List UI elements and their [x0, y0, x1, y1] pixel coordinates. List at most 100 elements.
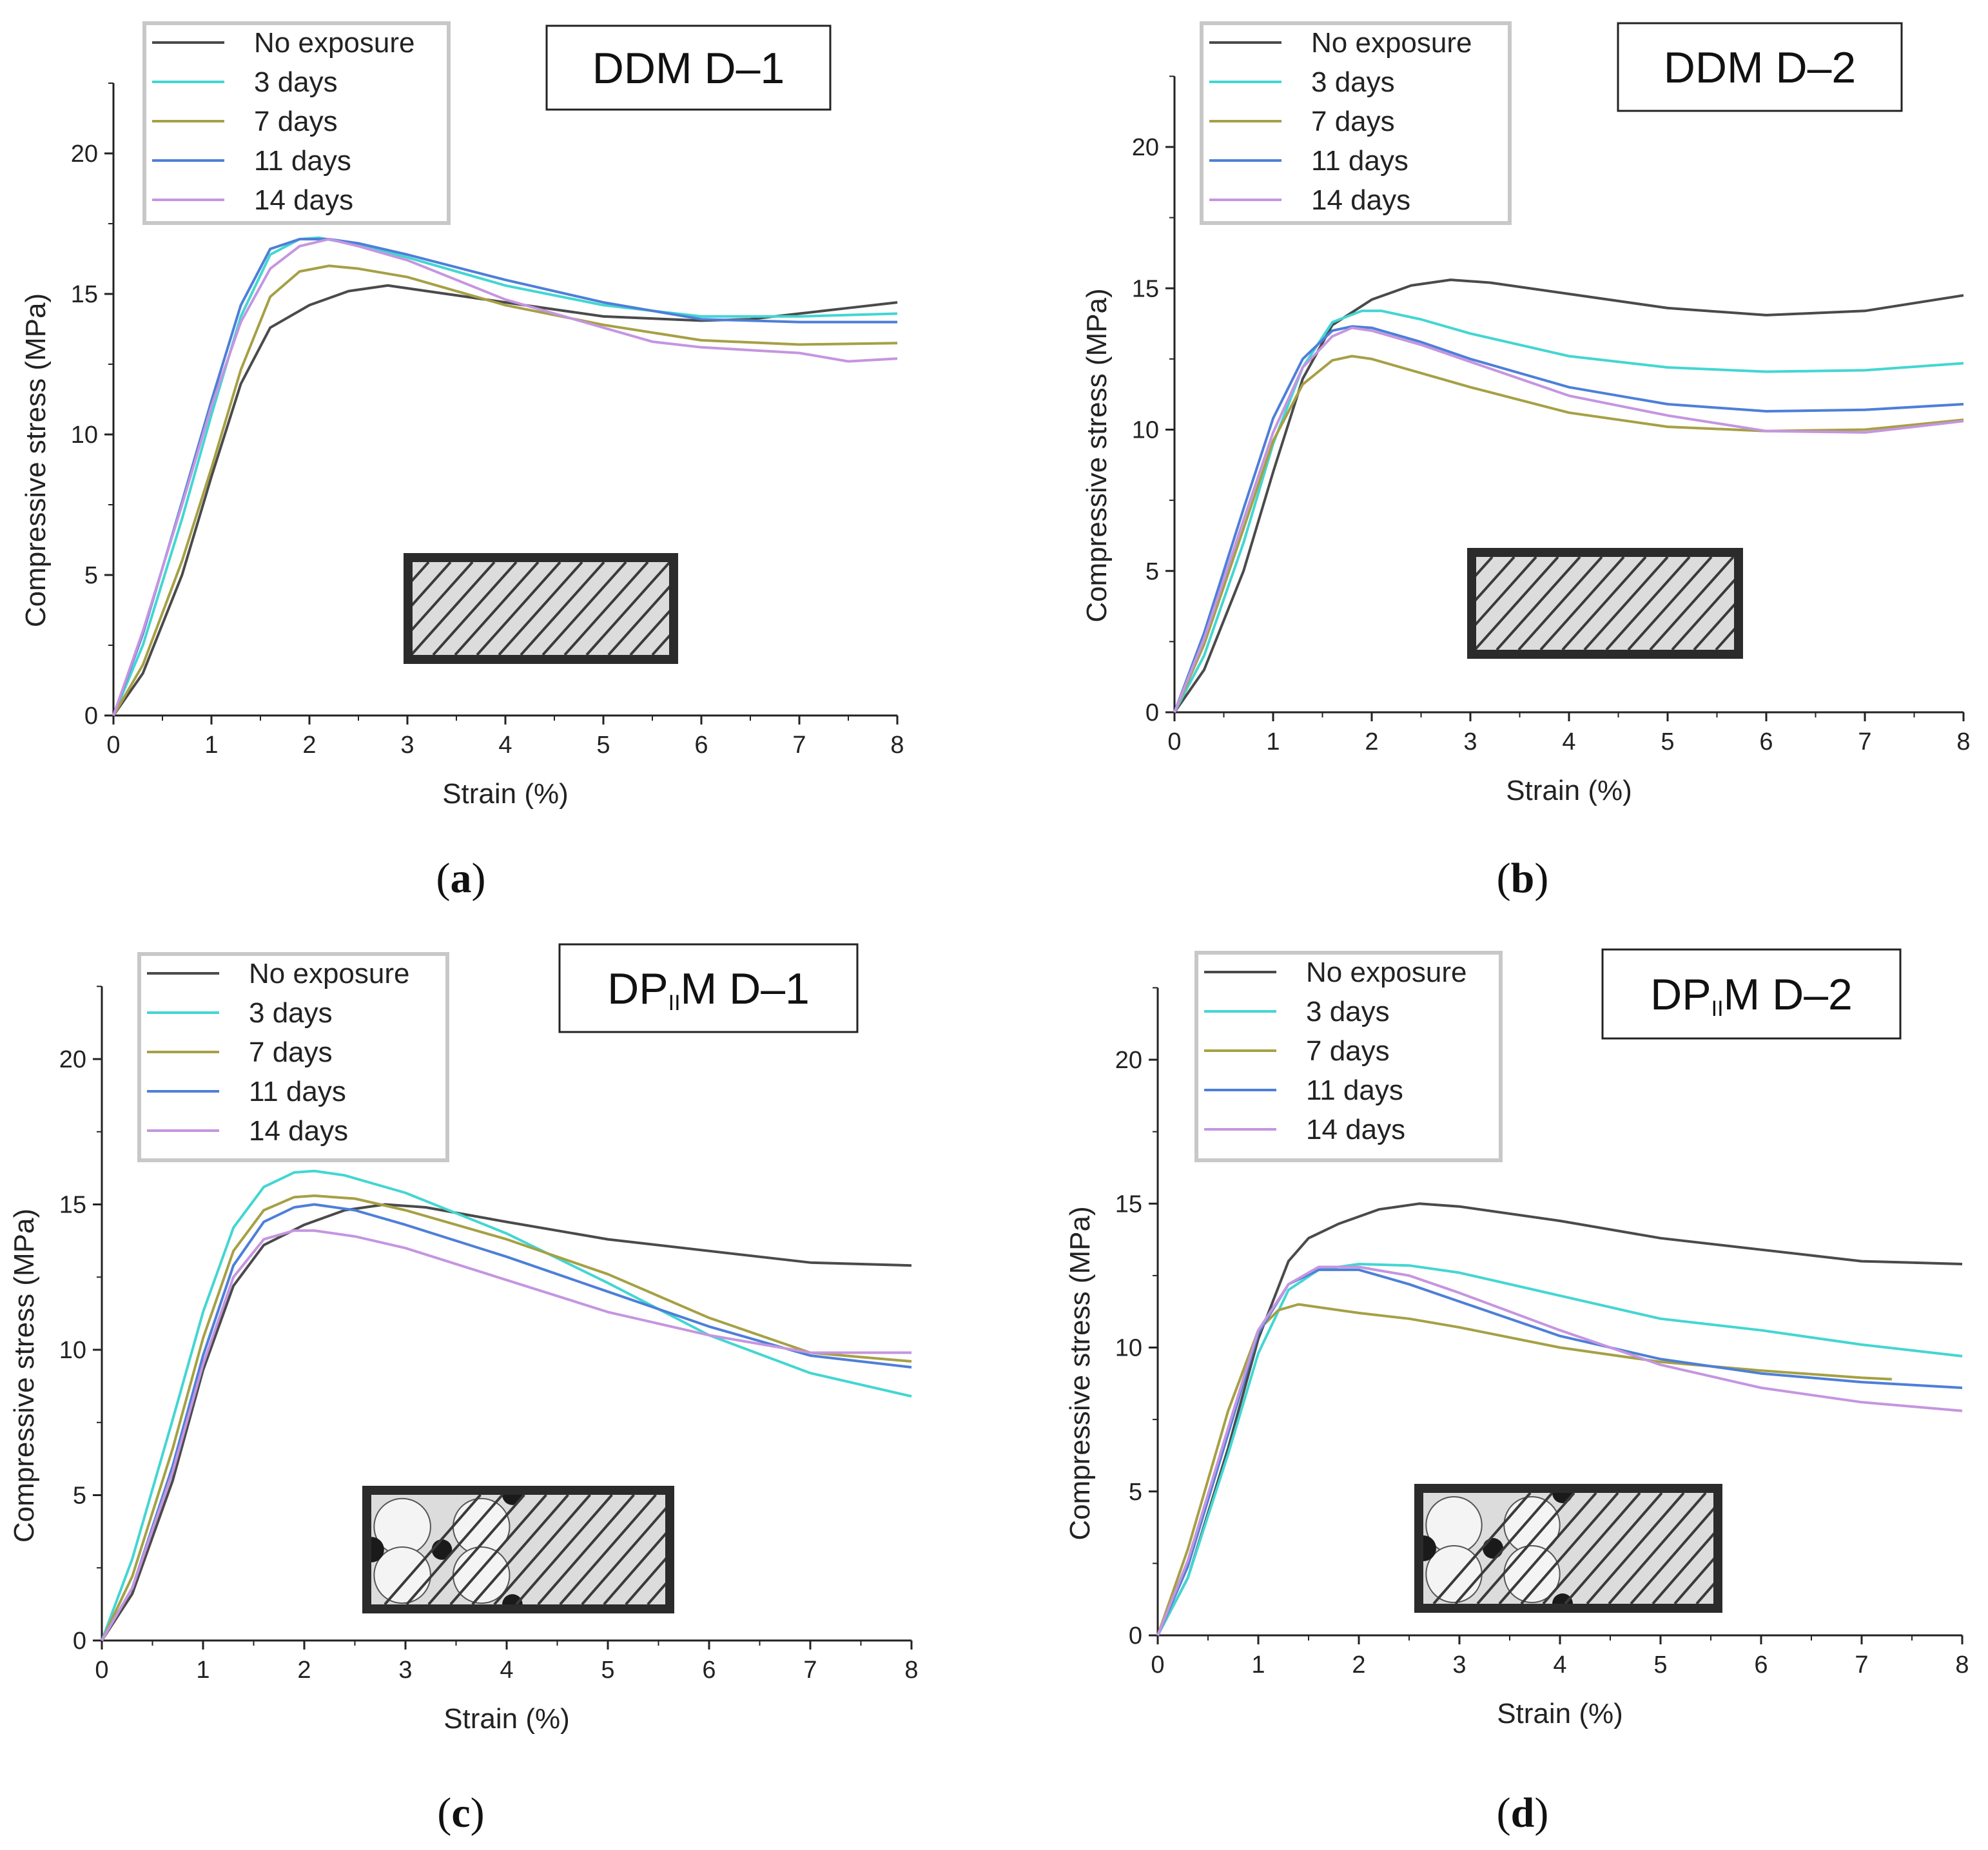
x-tick-label: 3 — [1463, 728, 1477, 755]
x-tick-label: 1 — [196, 1657, 210, 1684]
inset-lattice — [1387, 557, 1821, 650]
y-tick-label: 20 — [59, 1046, 86, 1073]
x-tick-label: 4 — [1562, 728, 1575, 755]
legend-box — [1200, 21, 1512, 225]
legend-label-no_exposure: No exposure — [249, 958, 409, 989]
y-tick-label: 0 — [1129, 1622, 1142, 1650]
x-tick-label: 3 — [1452, 1651, 1466, 1679]
inset-strut — [432, 562, 518, 655]
specimen-inset-image — [1387, 548, 1821, 659]
chart-panel-b: 0 1 2 3 4 5 6 7 8 0 5 10 15 20 Strain (%) Compressive s… — [1081, 21, 1971, 806]
x-tick-label: 8 — [1955, 1651, 1969, 1679]
inset-strut — [1496, 557, 1581, 650]
inset-strut — [563, 562, 649, 655]
inset-strut — [607, 585, 669, 655]
inset-hole — [371, 1537, 384, 1563]
inset-strut — [1539, 557, 1625, 650]
inset-strut — [1387, 557, 1470, 650]
y-axis-label: Compressive stress (MPa) — [1064, 1206, 1096, 1540]
y-tick-label: 10 — [59, 1337, 86, 1364]
legend-label-d7: 7 days — [254, 106, 338, 137]
series-line-d3 — [1156, 1263, 1963, 1636]
series-line-d14 — [1173, 326, 1964, 713]
y-tick-label: 10 — [1132, 417, 1159, 444]
inset-strut — [427, 1495, 525, 1604]
y-tick-label: 5 — [1145, 558, 1159, 585]
x-tick-label: 2 — [302, 732, 316, 759]
y-tick-label: 5 — [1129, 1479, 1142, 1506]
inset-strut — [1605, 557, 1691, 650]
title-box — [1601, 948, 1902, 1040]
legend-label-d3: 3 days — [254, 66, 338, 98]
legend-label-d11: 11 days — [254, 145, 351, 177]
inset-strut — [1738, 557, 1821, 650]
series-line-d7 — [112, 264, 898, 717]
inset-strut — [1719, 1493, 1815, 1604]
x-tick-label: 7 — [792, 732, 806, 759]
x-axis-label: Strain (%) — [1497, 1698, 1623, 1729]
inset-strut — [476, 562, 561, 655]
series-line-d7 — [1173, 355, 1964, 713]
series-line-d11 — [1156, 1268, 1963, 1636]
inset-strut — [1695, 1582, 1713, 1604]
x-tick-label: 1 — [1266, 728, 1280, 755]
y-tick-label: 5 — [84, 562, 98, 589]
inset-strut — [1517, 557, 1603, 650]
legend-label-d14: 14 days — [254, 184, 353, 216]
inset-lattice — [302, 562, 669, 655]
specimen-inset-image — [362, 1486, 766, 1613]
inset-hole — [1483, 1538, 1503, 1559]
y-tick-label: 15 — [71, 281, 98, 308]
inset-strut — [405, 1495, 503, 1604]
x-tick-label: 6 — [1759, 728, 1773, 755]
legend-label-d11: 11 days — [1306, 1075, 1403, 1106]
y-tick-label: 15 — [1115, 1191, 1142, 1218]
series-line-d11 — [101, 1203, 912, 1642]
x-tick-label: 1 — [1251, 1651, 1265, 1679]
inset-strut — [1564, 1493, 1663, 1604]
inset-strut — [1432, 1493, 1532, 1604]
inset-strut — [1627, 557, 1713, 650]
inset-strut — [413, 562, 452, 607]
inset-strut — [670, 1495, 766, 1604]
inset-strut — [559, 1495, 657, 1604]
chart-title: DDM D–2 — [1664, 43, 1856, 92]
inset-strut — [1542, 1493, 1641, 1604]
y-tick-label: 15 — [1132, 275, 1159, 302]
y-tick-label: 10 — [71, 422, 98, 449]
x-tick-label: 7 — [1855, 1651, 1868, 1679]
inset-strut — [384, 1495, 482, 1604]
inset-strut — [302, 562, 385, 655]
legend-label-d3: 3 days — [249, 997, 333, 1029]
x-tick-label: 0 — [95, 1657, 108, 1684]
inset-strut — [585, 562, 669, 655]
x-tick-label: 8 — [1956, 728, 1970, 755]
legend-label-d14: 14 days — [1306, 1114, 1405, 1145]
y-tick-label: 0 — [84, 703, 98, 730]
inset-strut — [1561, 557, 1647, 650]
x-tick-label: 6 — [1754, 1651, 1768, 1679]
inset-lattice — [371, 1495, 766, 1604]
series-line-d14 — [101, 1229, 911, 1642]
x-axis-label: Strain (%) — [1506, 775, 1632, 806]
x-tick-label: 0 — [106, 732, 120, 759]
y-axis-label: Compressive stress (MPa) — [1081, 288, 1113, 622]
y-tick-label: 10 — [1115, 1335, 1142, 1362]
inset-strut — [493, 1495, 591, 1604]
x-tick-label: 3 — [400, 732, 414, 759]
series-line-d11 — [1173, 325, 1964, 713]
y-tick-label: 15 — [59, 1192, 86, 1219]
x-tick-label: 5 — [1661, 728, 1674, 755]
inset-strut — [1583, 557, 1669, 650]
x-tick-label: 2 — [1365, 728, 1378, 755]
inset-strut — [647, 1582, 665, 1604]
inset-strut — [1673, 1557, 1713, 1604]
inset-strut — [625, 1557, 665, 1604]
chart-panel-a: 0 1 2 3 4 5 6 7 8 0 5 10 15 20 Strain (%) Compressive s… — [20, 21, 904, 810]
inset-strut — [413, 562, 474, 631]
caption-c: (c) — [437, 1789, 485, 1836]
x-axis-label: Strain (%) — [442, 778, 569, 810]
inset-strut — [1671, 578, 1734, 650]
inset-strut — [1476, 557, 1494, 577]
title-box — [545, 24, 832, 111]
